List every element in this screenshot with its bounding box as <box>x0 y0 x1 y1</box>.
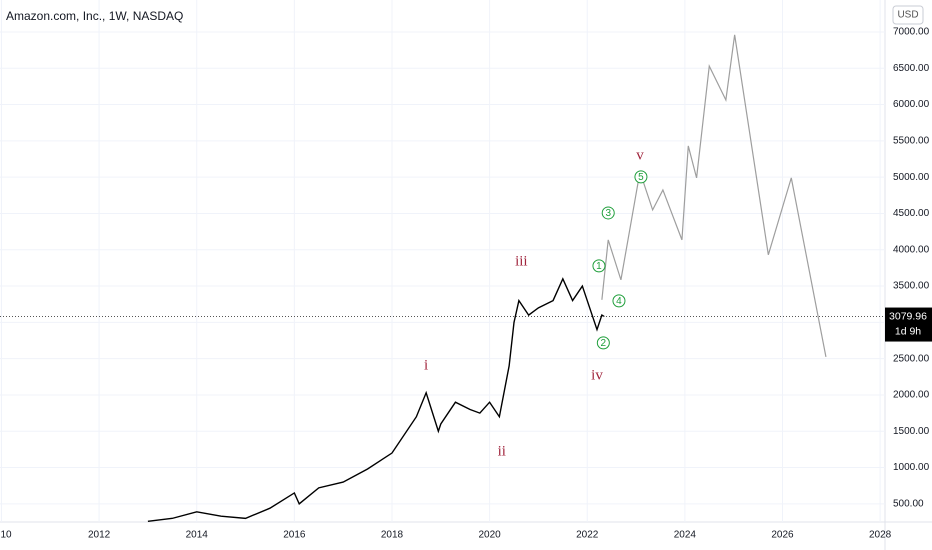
x-tick-label: 2020 <box>478 530 501 541</box>
wave-number: 3 <box>605 208 611 219</box>
grid <box>0 0 885 522</box>
price-line <box>601 34 827 357</box>
y-tick-label: 1000.00 <box>893 462 930 473</box>
y-tick-label: 4500.00 <box>893 208 930 219</box>
x-tick-label: 2018 <box>381 530 404 541</box>
x-tick-label: 2026 <box>771 530 794 541</box>
y-tick-label: 2500.00 <box>893 353 930 364</box>
currency-box[interactable] <box>892 5 924 25</box>
wave-number: 2 <box>601 338 607 349</box>
last-price: 3079.96 <box>889 310 927 322</box>
wave-label: iv <box>591 367 603 383</box>
wave-label: v <box>636 147 644 163</box>
x-tick-label: 2022 <box>576 530 599 541</box>
y-tick-label: 7000.00 <box>893 27 930 38</box>
countdown: 1d 9h <box>895 325 921 337</box>
wave-circle <box>634 170 648 184</box>
wave-circle <box>601 206 615 220</box>
x-tick-label: 2024 <box>674 530 697 541</box>
y-tick-label: 3500.00 <box>893 281 930 292</box>
y-tick-label: 6500.00 <box>893 63 930 74</box>
y-tick-label: 4000.00 <box>893 244 930 255</box>
wave-circle <box>596 336 610 350</box>
chart-title: Amazon.com, Inc., 1W, NASDAQ <box>6 9 183 23</box>
x-tick-label: 2014 <box>186 530 209 541</box>
wave-label: i <box>424 357 428 373</box>
wave-number: 5 <box>638 172 644 183</box>
wave-label: ii <box>498 443 506 459</box>
y-tick-label: 1500.00 <box>893 426 930 437</box>
wave-circle <box>592 259 606 273</box>
y-tick-label: 5000.00 <box>893 172 930 183</box>
x-tick-label: 2028 <box>869 530 892 541</box>
y-tick-label: 500.00 <box>893 498 924 509</box>
y-tick-label: 5500.00 <box>893 135 930 146</box>
wave-circle <box>612 294 626 308</box>
y-tick-label: 2000.00 <box>893 390 930 401</box>
x-tick-label: 2012 <box>88 530 111 541</box>
x-tick-label: 2016 <box>283 530 306 541</box>
price-line <box>147 277 605 522</box>
last-price-box <box>885 307 932 342</box>
x-tick-label: 10 <box>0 530 12 541</box>
y-tick-label: 6000.00 <box>893 99 930 110</box>
wave-label: iii <box>515 253 528 269</box>
wave-number: 1 <box>596 261 602 272</box>
currency[interactable]: USD <box>897 10 918 21</box>
wave-number: 4 <box>616 296 622 307</box>
